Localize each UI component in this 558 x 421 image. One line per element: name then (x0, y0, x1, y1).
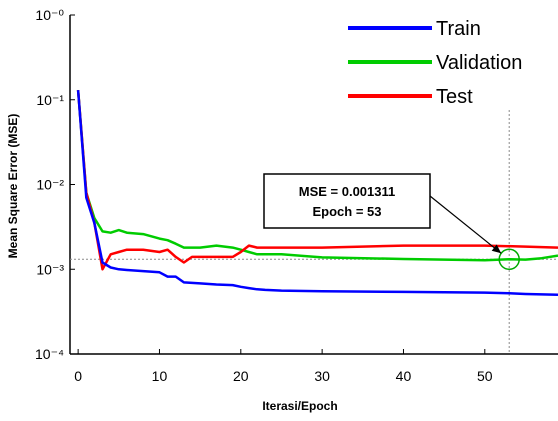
x-tick-label: 20 (233, 368, 249, 384)
legend-label-test: Test (436, 86, 473, 108)
x-tick-label: 0 (74, 368, 82, 384)
best-epoch-marker (498, 248, 520, 271)
legend: Train Validation Test (348, 18, 522, 108)
series-line-train (76, 90, 558, 297)
y-axis-ticks: 10⁻⁰ 10⁻¹ 10⁻² 10⁻³ 10⁻⁴ (35, 7, 75, 362)
annotation-arrowhead (491, 244, 502, 254)
x-axis-ticks: 0 10 20 30 40 50 (74, 349, 493, 384)
x-tick-label: 10 (152, 368, 168, 384)
annotation-arrow (429, 195, 502, 254)
annotation-epoch-text: Epoch = 53 (313, 204, 382, 219)
x-axis-label: Iterasi/Epoch (262, 399, 337, 413)
series-line-validation (76, 90, 558, 262)
y-tick-label: 10⁻² (36, 177, 64, 193)
y-tick-label: 10⁻¹ (36, 92, 64, 108)
y-tick-label: 10⁻³ (36, 261, 64, 277)
annotation-box (263, 173, 431, 229)
y-axis-label: Mean Square Error (MSE) (6, 114, 20, 259)
x-tick-label: 30 (314, 368, 330, 384)
y-tick-label: 10⁻⁴ (35, 346, 64, 362)
legend-label-train: Train (436, 18, 481, 40)
x-tick-label: 40 (396, 368, 412, 384)
annotation-mse-text: MSE = 0.001311 (299, 184, 396, 199)
best-epoch-annotation: MSE = 0.001311 Epoch = 53 (263, 173, 502, 254)
series-line-test (76, 90, 558, 271)
x-tick-label: 50 (477, 368, 493, 384)
legend-label-validation: Validation (436, 52, 522, 74)
series-layer (76, 90, 558, 297)
y-tick-label: 10⁻⁰ (35, 7, 64, 23)
